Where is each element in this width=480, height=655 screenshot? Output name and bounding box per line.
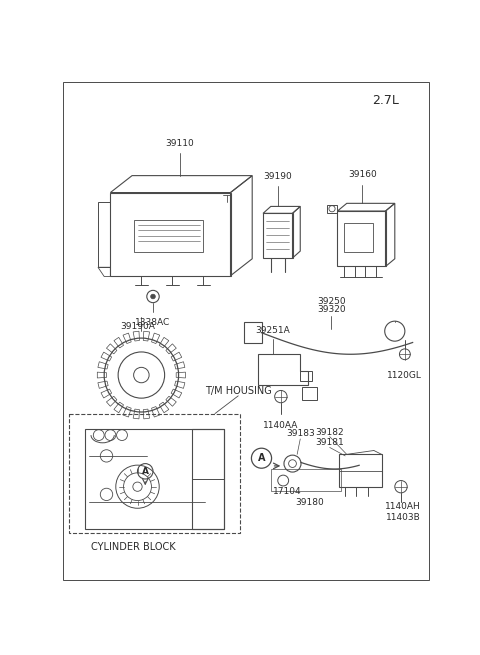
Text: 39180: 39180 — [295, 498, 324, 507]
Text: 17104: 17104 — [273, 487, 301, 496]
Text: 39190: 39190 — [264, 172, 292, 181]
Text: 1140AA: 1140AA — [263, 421, 299, 430]
Text: 39181: 39181 — [315, 438, 344, 447]
Text: 1120GL: 1120GL — [387, 371, 422, 380]
Text: 2.7L: 2.7L — [372, 94, 399, 107]
Text: 39251A: 39251A — [256, 326, 290, 335]
Text: 39320: 39320 — [317, 305, 346, 314]
Circle shape — [151, 294, 156, 299]
Text: T/M HOUSING: T/M HOUSING — [205, 386, 272, 396]
Text: 1338AC: 1338AC — [135, 318, 170, 327]
Text: 39182: 39182 — [315, 428, 344, 437]
Text: 39160: 39160 — [348, 170, 377, 179]
Text: 39183: 39183 — [286, 429, 314, 438]
Text: 1140AH
11403B: 1140AH 11403B — [385, 502, 421, 521]
Text: 39250: 39250 — [317, 297, 346, 306]
Text: 39110: 39110 — [166, 139, 194, 148]
Text: A: A — [142, 467, 149, 476]
Text: A: A — [258, 453, 265, 463]
Text: CYLINDER BLOCK: CYLINDER BLOCK — [91, 542, 176, 552]
Text: 39190A: 39190A — [120, 322, 155, 331]
